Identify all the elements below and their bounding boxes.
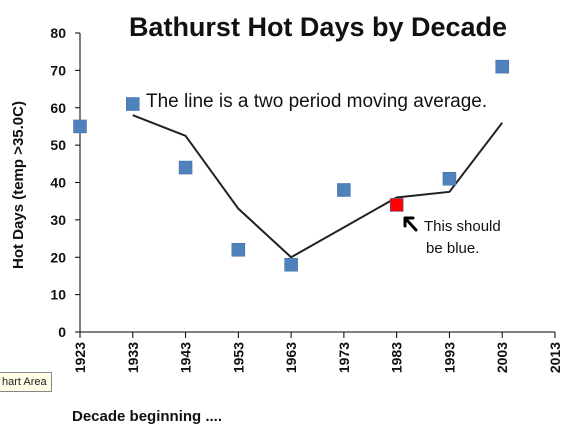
axes [75,32,556,338]
y-axis-label: Hot Days (temp >35.0C) [10,101,27,269]
moving-average-layer [132,114,504,259]
y-tick-label: 40 [50,175,66,191]
data-point [389,198,404,212]
x-axis-label: Decade beginning .... [72,408,222,425]
annotation-should-be-blue-line-1: This should [424,218,501,235]
y-tick-label: 70 [50,62,66,78]
x-tick-label: 1973 [336,342,352,373]
chart-area-tooltip: hart Area [0,372,52,392]
annotation-moving-average: The line is a two period moving average. [146,91,487,112]
y-tick-label: 10 [50,287,66,303]
x-tick-label: 2013 [547,342,563,373]
data-point [495,59,509,74]
data-point [337,183,351,197]
data-point [231,243,246,257]
data-points [73,59,509,272]
x-tick-label: 1983 [389,342,405,373]
data-point [126,97,140,111]
data-point [284,257,298,272]
x-tick-label: 1923 [72,342,88,373]
x-tick-label: 1953 [230,342,246,373]
y-tick-label: 60 [50,100,66,116]
data-point [178,160,193,175]
x-tick-label: 1943 [178,342,194,373]
y-tick-label: 20 [50,249,66,265]
x-tick-label: 1993 [441,342,457,373]
annotation-arrow [403,216,418,232]
y-tick-label: 0 [58,324,66,340]
y-tick-label: 50 [50,137,66,153]
y-tick-label: 30 [50,212,66,228]
annotation-should-be-blue-line-2: be blue. [426,240,479,257]
y-tick-label: 80 [50,25,66,41]
chart-title: Bathurst Hot Days by Decade [129,12,507,42]
data-point [73,119,87,134]
x-tick-label: 1963 [283,342,299,373]
moving-average-line [132,114,504,259]
tick-labels: 0 10 20 30 40 50 60 70 80 1923 1933 1943 1953 1963 197… [50,25,563,373]
data-point [442,172,457,186]
x-tick-label: 1933 [125,342,141,373]
x-tick-label: 2003 [494,342,510,373]
